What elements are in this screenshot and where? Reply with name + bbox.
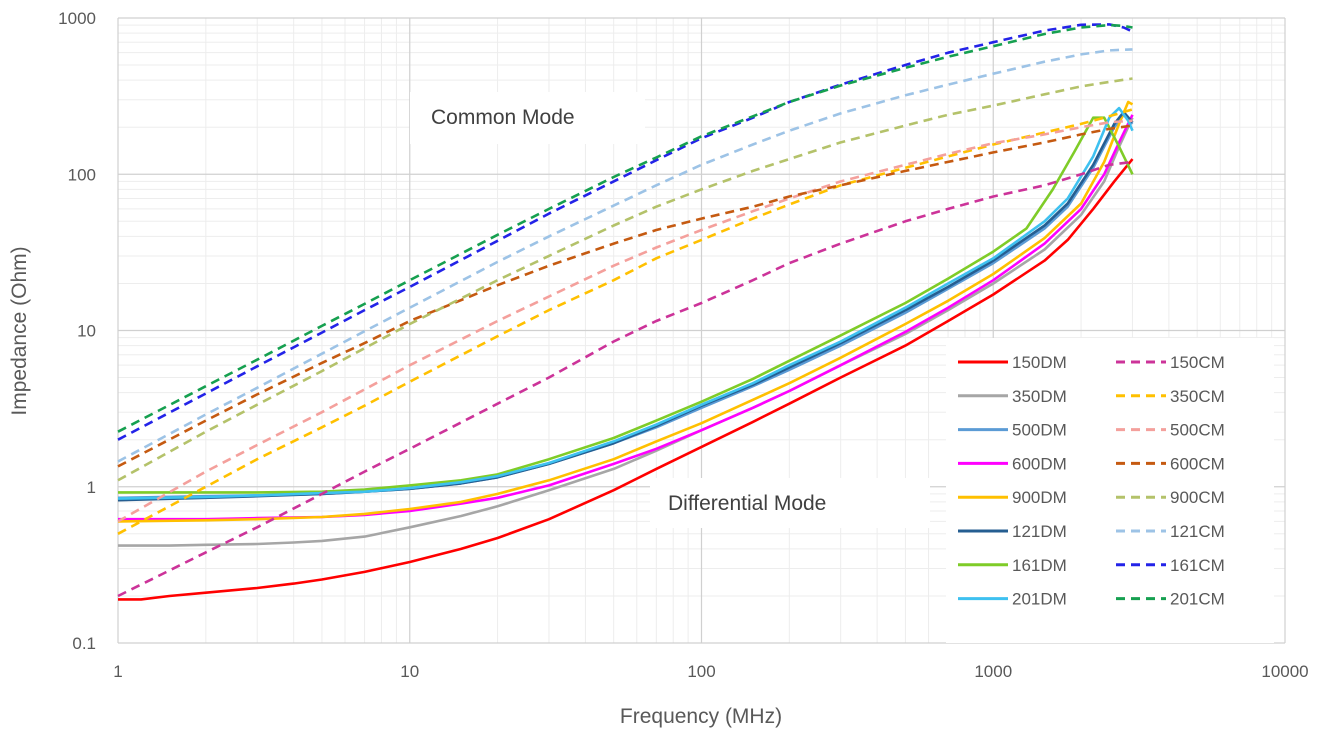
x-tick-label: 1 [113,662,122,681]
x-tick-label: 10000 [1261,662,1308,681]
legend: 150DM 350DM 500DM 600DM 900DM 121DM 161DM 201DM… [946,338,1274,643]
legend-label-201dm: 201DM [1012,590,1067,609]
legend-label-350cm: 350CM [1170,387,1225,406]
series-line-161cm [117,23,1134,441]
series-line-201cm [117,23,1133,433]
series-line-900cm [117,77,1133,482]
series-line-350dm [118,117,1134,547]
differential-mode-label: Differential Mode [668,492,826,515]
legend-label-900dm: 900DM [1012,488,1067,507]
legend-label-201cm: 201CM [1170,590,1225,609]
y-tick-label: 0.1 [72,634,96,653]
legend-label-121dm: 121DM [1012,522,1067,541]
series-line-600cm [117,124,1133,468]
legend-label-900cm: 900CM [1170,488,1225,507]
x-tick-label: 10 [400,662,419,681]
legend-label-500cm: 500CM [1170,421,1225,440]
legend-label-150dm: 150DM [1012,353,1067,372]
y-tick-label: 10 [77,322,96,341]
series-line-500cm [117,119,1133,523]
y-tick-label: 1 [87,478,96,497]
annotations: Common Mode Differential Mode [410,92,930,528]
legend-label-600dm: 600DM [1012,454,1067,473]
legend-label-350dm: 350DM [1012,387,1067,406]
y-axis-title: Impedance (Ohm) [8,246,31,415]
series-line-900dm [117,100,1134,523]
series-line-161dm [118,116,1134,494]
legend-label-161dm: 161DM [1012,556,1067,575]
common-mode-label-bg [410,92,645,144]
x-tick-label: 1000 [974,662,1012,681]
series-layer [117,23,1134,601]
legend-label-600cm: 600CM [1170,454,1225,473]
x-axis-title: Frequency (MHz) [620,705,782,728]
legend-label-500dm: 500DM [1012,421,1067,440]
y-tick-label: 100 [68,165,96,184]
y-tick-label: 1000 [58,9,96,28]
y-tick-labels: 0.1 1 10 100 1000 [58,9,96,653]
series-line-121cm [117,48,1133,463]
series-line-201dm [117,106,1134,500]
series-line-150dm [118,158,1134,601]
legend-label-150cm: 150CM [1170,353,1225,372]
series-line-150cm [117,160,1133,598]
differential-mode-label-bg [650,478,930,528]
x-tick-labels: 1 10 100 1000 10000 [113,662,1308,681]
legend-box [946,338,1274,643]
x-tick-label: 100 [687,662,715,681]
legend-label-121cm: 121CM [1170,522,1225,541]
common-mode-label: Common Mode [431,106,575,129]
legend-label-161cm: 161CM [1170,556,1225,575]
